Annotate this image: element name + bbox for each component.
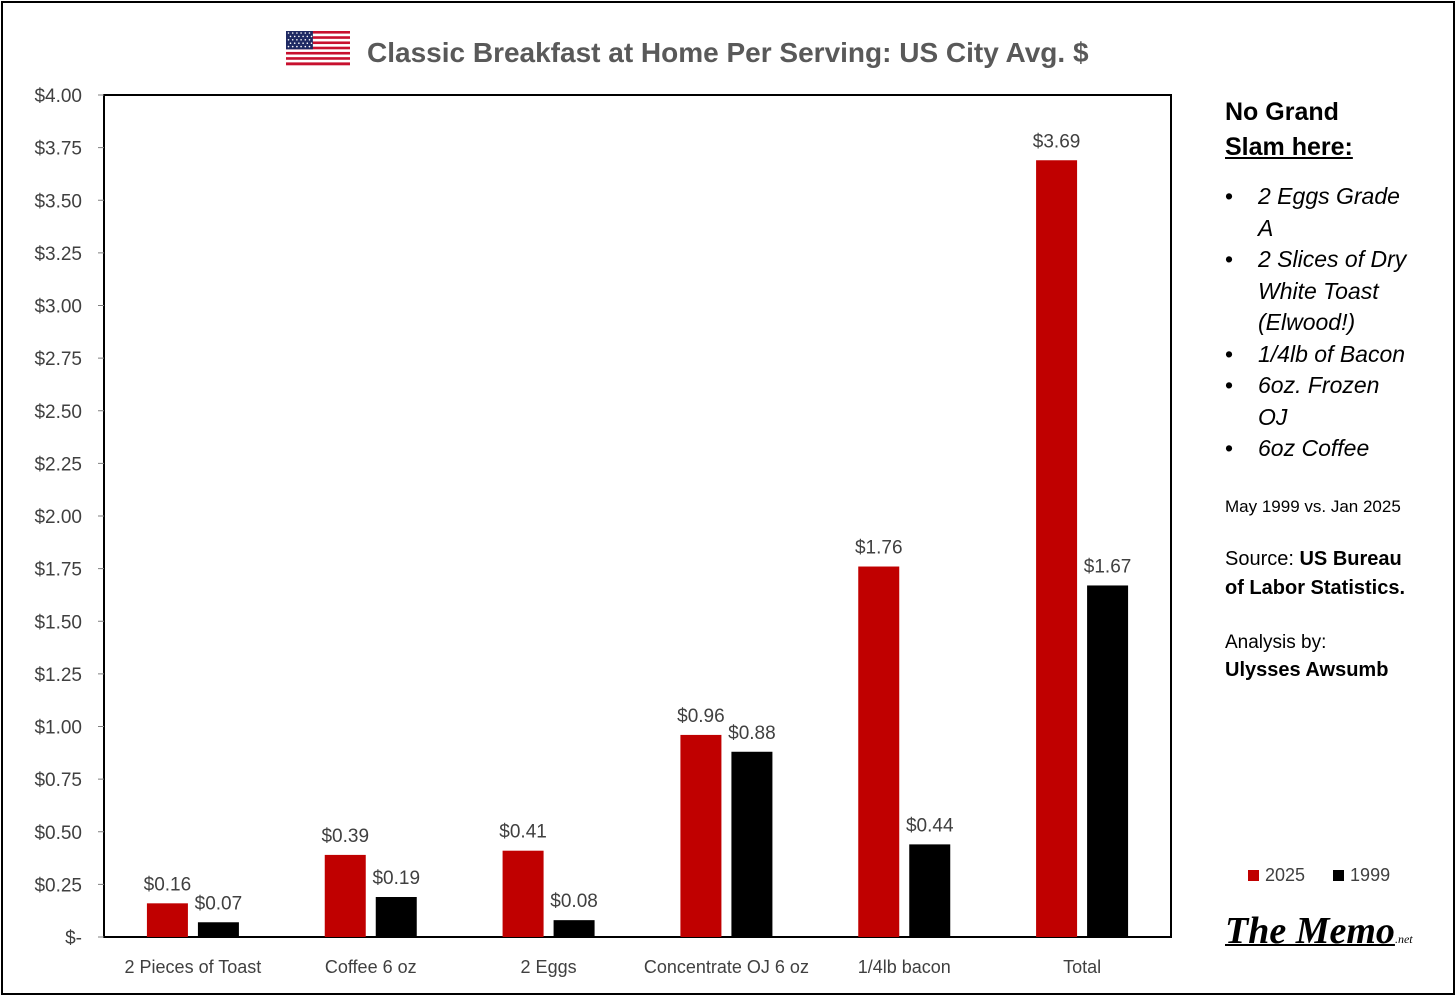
bar-2025: [502, 850, 544, 937]
x-tick-label: 1/4lb bacon: [858, 957, 951, 977]
bar-2025: [680, 734, 722, 937]
bar-2025: [324, 854, 366, 937]
y-tick-label: $1.25: [34, 665, 82, 686]
chart-canvas: Classic Breakfast at Home Per Serving: U…: [34, 31, 1172, 977]
y-tick-label: $1.50: [34, 612, 82, 633]
legend-label-2025: 2025: [1265, 865, 1306, 885]
menu-item: 2 Eggs Grade A: [1225, 181, 1408, 244]
legend-label-1999: 1999: [1350, 865, 1391, 885]
legend: 2025 1999: [1248, 865, 1390, 886]
data-label: $0.44: [906, 815, 954, 836]
brand-name: The Memo: [1225, 910, 1395, 952]
x-tick-label: 2 Pieces of Toast: [125, 957, 262, 977]
source-block: Source: US Bureau of Labor Statistics.: [1225, 545, 1425, 603]
data-label: $0.16: [144, 874, 192, 895]
source-name: US Bureau of Labor Statistics.: [1225, 547, 1406, 599]
y-tick-label: $0.25: [34, 875, 82, 896]
side-panel: No Grand Slam here: 2 Eggs Grade A 2 Sli…: [1225, 95, 1435, 685]
y-tick-label: $0.75: [34, 770, 82, 791]
analysis-label: Analysis by:: [1225, 631, 1327, 653]
legend-swatch-1999: [1333, 870, 1345, 881]
y-tick-label: $1.00: [34, 718, 82, 739]
bar-1999: [553, 920, 595, 937]
menu-item: 6oz Coffee: [1225, 433, 1408, 465]
data-label: $3.69: [1033, 131, 1081, 152]
bar-1999: [1087, 585, 1129, 937]
legend-swatch-2025: [1248, 870, 1259, 881]
date-range: May 1999 vs. Jan 2025: [1225, 496, 1401, 516]
bar-1999: [197, 922, 239, 937]
y-tick-label: $-: [65, 928, 82, 949]
y-tick-label: $3.75: [34, 139, 82, 160]
analysis-block: Analysis by: Ulysses Awsumb: [1225, 629, 1435, 685]
y-tick-label: $3.25: [34, 244, 82, 265]
legend-item-1999: 1999: [1333, 865, 1390, 886]
y-tick-label: $1.75: [34, 560, 82, 581]
us-flag-icon: [286, 31, 350, 66]
bar-2025: [858, 566, 900, 937]
bar-1999: [731, 751, 773, 937]
y-tick-label: $2.25: [34, 454, 82, 475]
data-label: $0.88: [728, 723, 776, 744]
y-tick-label: $2.75: [34, 349, 82, 370]
y-tick-label: $2.00: [34, 507, 82, 528]
source-label: Source:: [1225, 547, 1300, 570]
plot-area: [103, 94, 1172, 938]
data-label: $0.19: [372, 868, 420, 889]
brand-logo: The Memo.net: [1225, 911, 1413, 959]
menu-item: 6oz. Frozen OJ: [1225, 370, 1408, 433]
legend-item-2025: 2025: [1248, 865, 1305, 886]
data-label: $1.67: [1084, 556, 1132, 577]
side-heading-line2: Slam here:: [1225, 133, 1353, 161]
x-tick-label: Total: [1063, 957, 1101, 977]
data-label: $0.39: [321, 826, 369, 847]
analyst-name: Ulysses Awsumb: [1225, 658, 1389, 681]
menu-item: 2 Slices of Dry White Toast (Elwood!): [1225, 244, 1408, 339]
x-tick-label: 2 Eggs: [521, 957, 577, 977]
x-tick-label: Concentrate OJ 6 oz: [644, 957, 809, 977]
y-tick-label: $3.50: [34, 191, 82, 212]
x-tick-label: Coffee 6 oz: [325, 957, 417, 977]
data-label: $1.76: [855, 538, 903, 559]
y-tick-label: $4.00: [34, 86, 82, 107]
bar-1999: [909, 844, 951, 937]
bar-2025: [146, 903, 188, 937]
brand-suffix: .net: [1394, 932, 1413, 946]
y-tick-label: $0.50: [34, 823, 82, 844]
data-label: $0.08: [550, 891, 598, 912]
menu-item: 1/4lb of Bacon: [1225, 339, 1408, 371]
y-tick-label: $2.50: [34, 402, 82, 423]
data-label: $0.41: [499, 822, 547, 843]
side-heading-line1: No Grand: [1225, 98, 1339, 126]
side-heading: No Grand Slam here:: [1225, 95, 1435, 165]
data-label: $0.96: [677, 706, 725, 727]
bar-1999: [375, 897, 417, 937]
menu-list: 2 Eggs Grade A 2 Slices of Dry White Toa…: [1225, 181, 1435, 465]
bar-2025: [1036, 160, 1078, 937]
y-tick-label: $3.00: [34, 297, 82, 318]
data-label: $0.07: [195, 893, 243, 914]
chart-title: Classic Breakfast at Home Per Serving: U…: [367, 37, 1089, 68]
